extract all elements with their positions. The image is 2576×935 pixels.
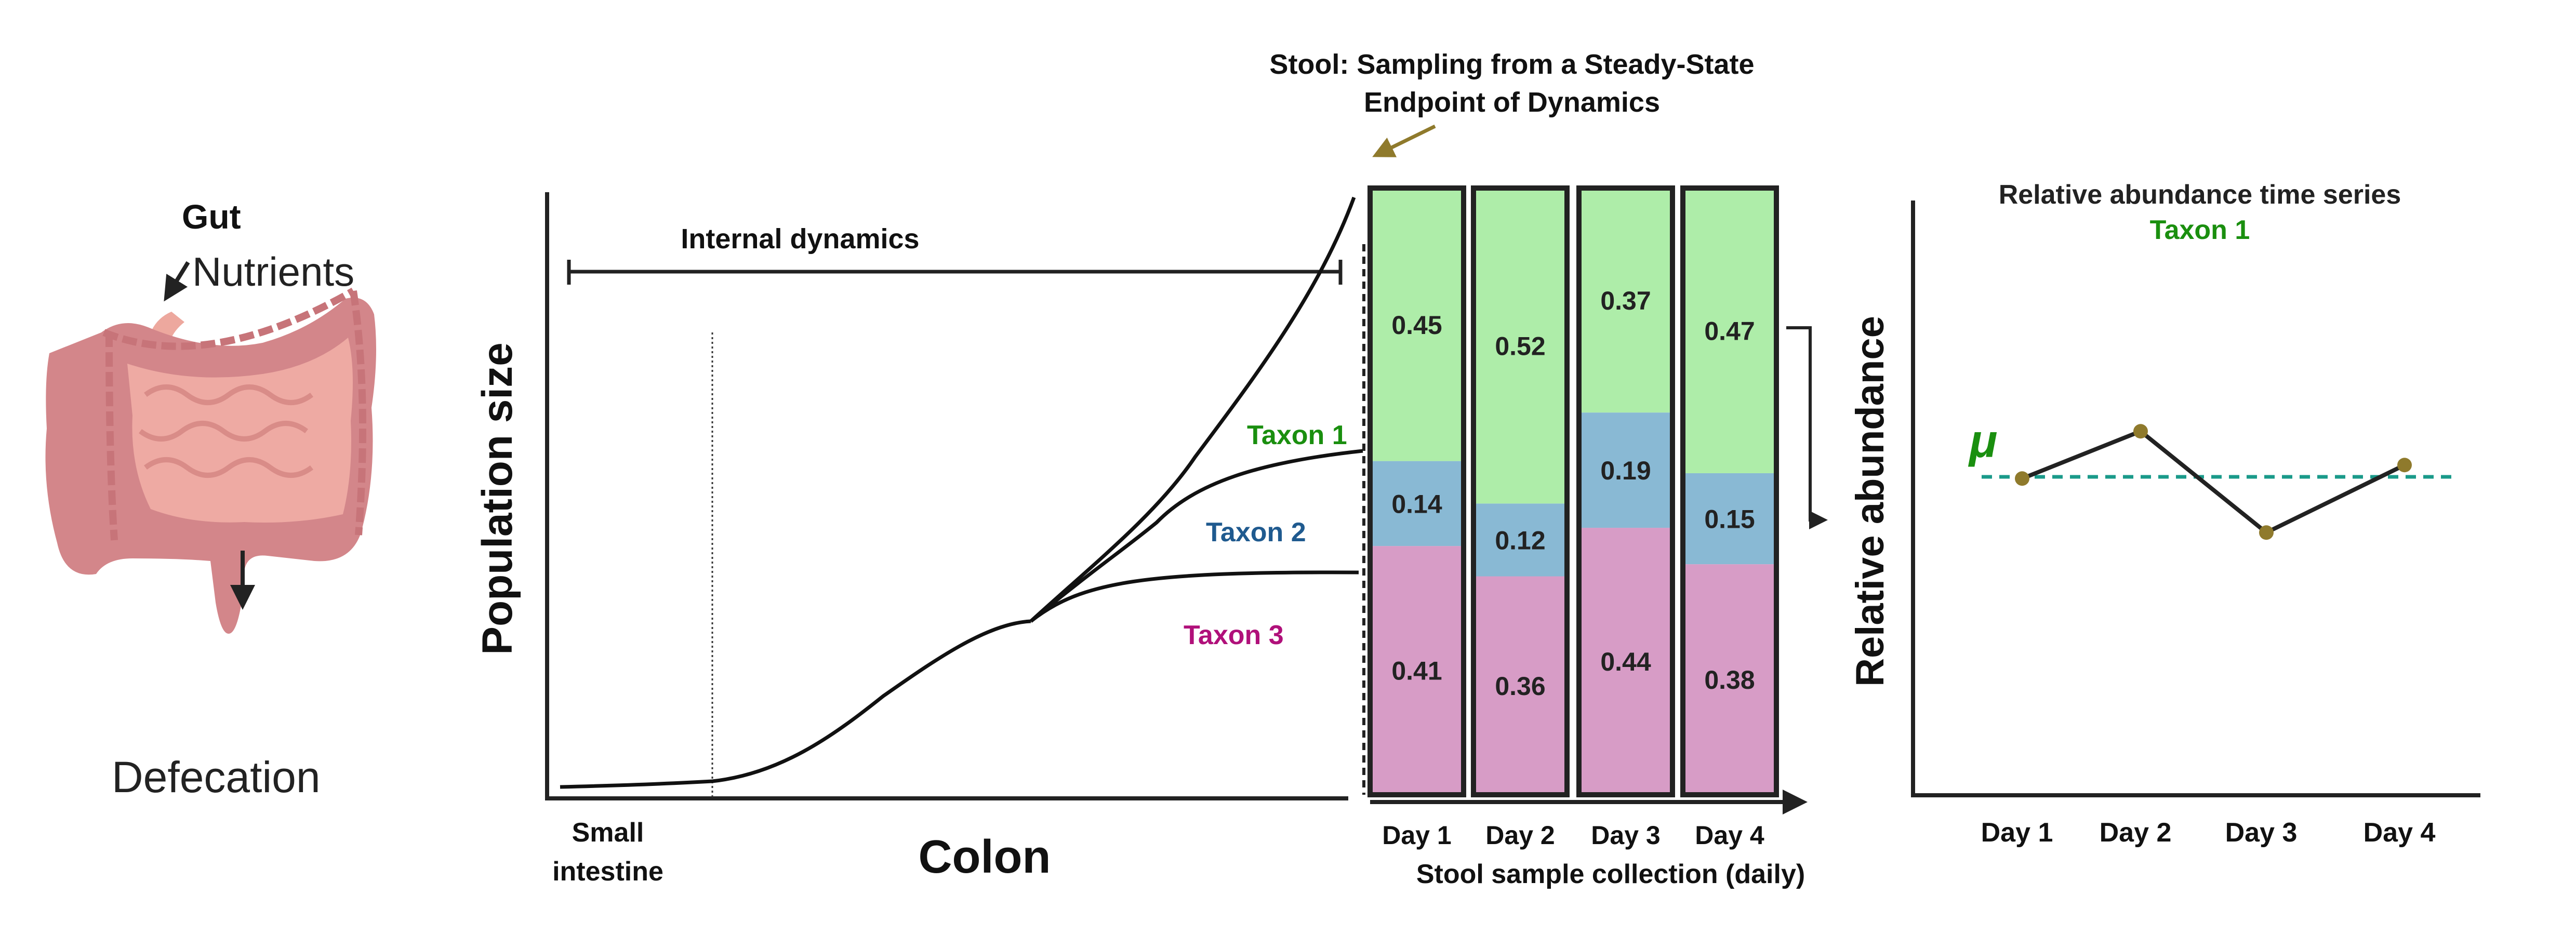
bar-outline (1576, 185, 1675, 797)
bar-segment-taxon3 (1683, 564, 1776, 795)
bar-outline (1471, 185, 1570, 797)
connector-arrow (1786, 326, 1828, 529)
taxon2-curve (1029, 449, 1363, 623)
ts-point (2259, 525, 2274, 540)
ts-point (2397, 458, 2412, 473)
bar-segment-taxon3 (1370, 546, 1464, 795)
bar-day-label: Day 4 (1695, 821, 1764, 850)
stool-title-line2: Endpoint of Dynamics (1364, 87, 1660, 118)
ts-point (2133, 424, 2148, 439)
bar-segment-taxon1 (1473, 188, 1567, 504)
taxon3-label: Taxon 3 (1184, 620, 1284, 650)
bar-value-label: 0.36 (1495, 672, 1545, 701)
bar-value-label: 0.15 (1704, 505, 1755, 534)
ts-y-label: Relative abundance (1848, 316, 1892, 687)
defecation-label: Defecation (112, 753, 321, 802)
bar-outline (1680, 185, 1779, 797)
stool-panel: Stool: Sampling from a Steady-State Endp… (1269, 49, 1828, 889)
bar-value-label: 0.45 (1391, 311, 1442, 340)
colon-label: Colon (919, 831, 1051, 883)
small-intestine-label-1: Small (572, 818, 644, 848)
shared-growth-curve (560, 619, 1031, 789)
taxon1-curve (1029, 196, 1356, 623)
intestine-icon (45, 287, 376, 634)
ts-day-label: Day 4 (2363, 818, 2436, 848)
bar-day-label: Day 2 (1485, 821, 1555, 850)
bar-day-label: Day 3 (1591, 821, 1660, 850)
stacked-bar-chart: 0.41 0.14 0.45 Day 1 0.36 0.12 0.52 Day 2 0.44 0.… (1367, 185, 1779, 850)
bar-value-label: 0.37 (1600, 286, 1651, 315)
internal-dynamics-bracket: Internal dynamics (567, 223, 1343, 285)
mean-label: μ (1968, 416, 1997, 468)
stool-xlabel: Stool sample collection (daily) (1416, 859, 1805, 889)
small-intestine-label-2: intestine (552, 857, 663, 887)
bar-value-label: 0.19 (1600, 456, 1651, 485)
ts-title: Relative abundance time series (1999, 180, 2401, 210)
stool-pointer-arrow (1372, 124, 1436, 157)
ts-day-label: Day 3 (2225, 818, 2298, 848)
bar-value-label: 0.47 (1704, 316, 1755, 345)
bar-value-label: 0.38 (1704, 665, 1755, 694)
bar-segment-taxon3 (1473, 576, 1567, 795)
bar-outline (1367, 185, 1466, 797)
taxon3-curve (1029, 570, 1359, 623)
bar-value-label: 0.12 (1495, 526, 1545, 555)
bar-segment-taxon2 (1473, 503, 1567, 577)
bracket-label: Internal dynamics (681, 223, 919, 255)
time-series-chart: Relative abundance time series Taxon 1 R… (1848, 180, 2480, 848)
population-chart: Population size Internal dynamics Taxon … (474, 192, 1365, 887)
bar-segment-taxon2 (1370, 461, 1464, 546)
bar-segment-taxon3 (1579, 528, 1672, 795)
bar-value-label: 0.44 (1600, 647, 1651, 676)
bar-value-label: 0.41 (1391, 657, 1442, 686)
nutrients-arrow (164, 261, 190, 302)
ts-line (2021, 429, 2406, 535)
ts-day-label: Day 2 (2100, 818, 2172, 848)
bar-value-label: 0.52 (1495, 332, 1545, 361)
bar-value-label: 0.14 (1391, 489, 1442, 518)
y-axis-label: Population size (474, 342, 521, 654)
ts-point (2015, 471, 2029, 486)
bar-segment-taxon2 (1683, 473, 1776, 565)
ts-subtitle: Taxon 1 (2150, 215, 2250, 245)
bar-segment-taxon1 (1579, 188, 1672, 413)
ts-series: Day 1 Day 2 Day 3 Day 4 (1981, 424, 2436, 848)
ts-day-label: Day 1 (1981, 818, 2053, 848)
nutrients-label: Nutrients (192, 249, 354, 295)
bar-day-label: Day 1 (1382, 821, 1451, 850)
gut-title: Gut (182, 197, 241, 236)
bar-segment-taxon1 (1683, 188, 1776, 473)
taxon1-label: Taxon 1 (1247, 420, 1347, 450)
bar-segment-taxon1 (1370, 188, 1464, 461)
gut-panel: Gut Nutrients Defecation (45, 197, 376, 802)
stool-title-line1: Stool: Sampling from a Steady-State (1269, 49, 1754, 80)
bar-segment-taxon2 (1579, 412, 1672, 528)
taxon2-label: Taxon 2 (1206, 517, 1306, 547)
